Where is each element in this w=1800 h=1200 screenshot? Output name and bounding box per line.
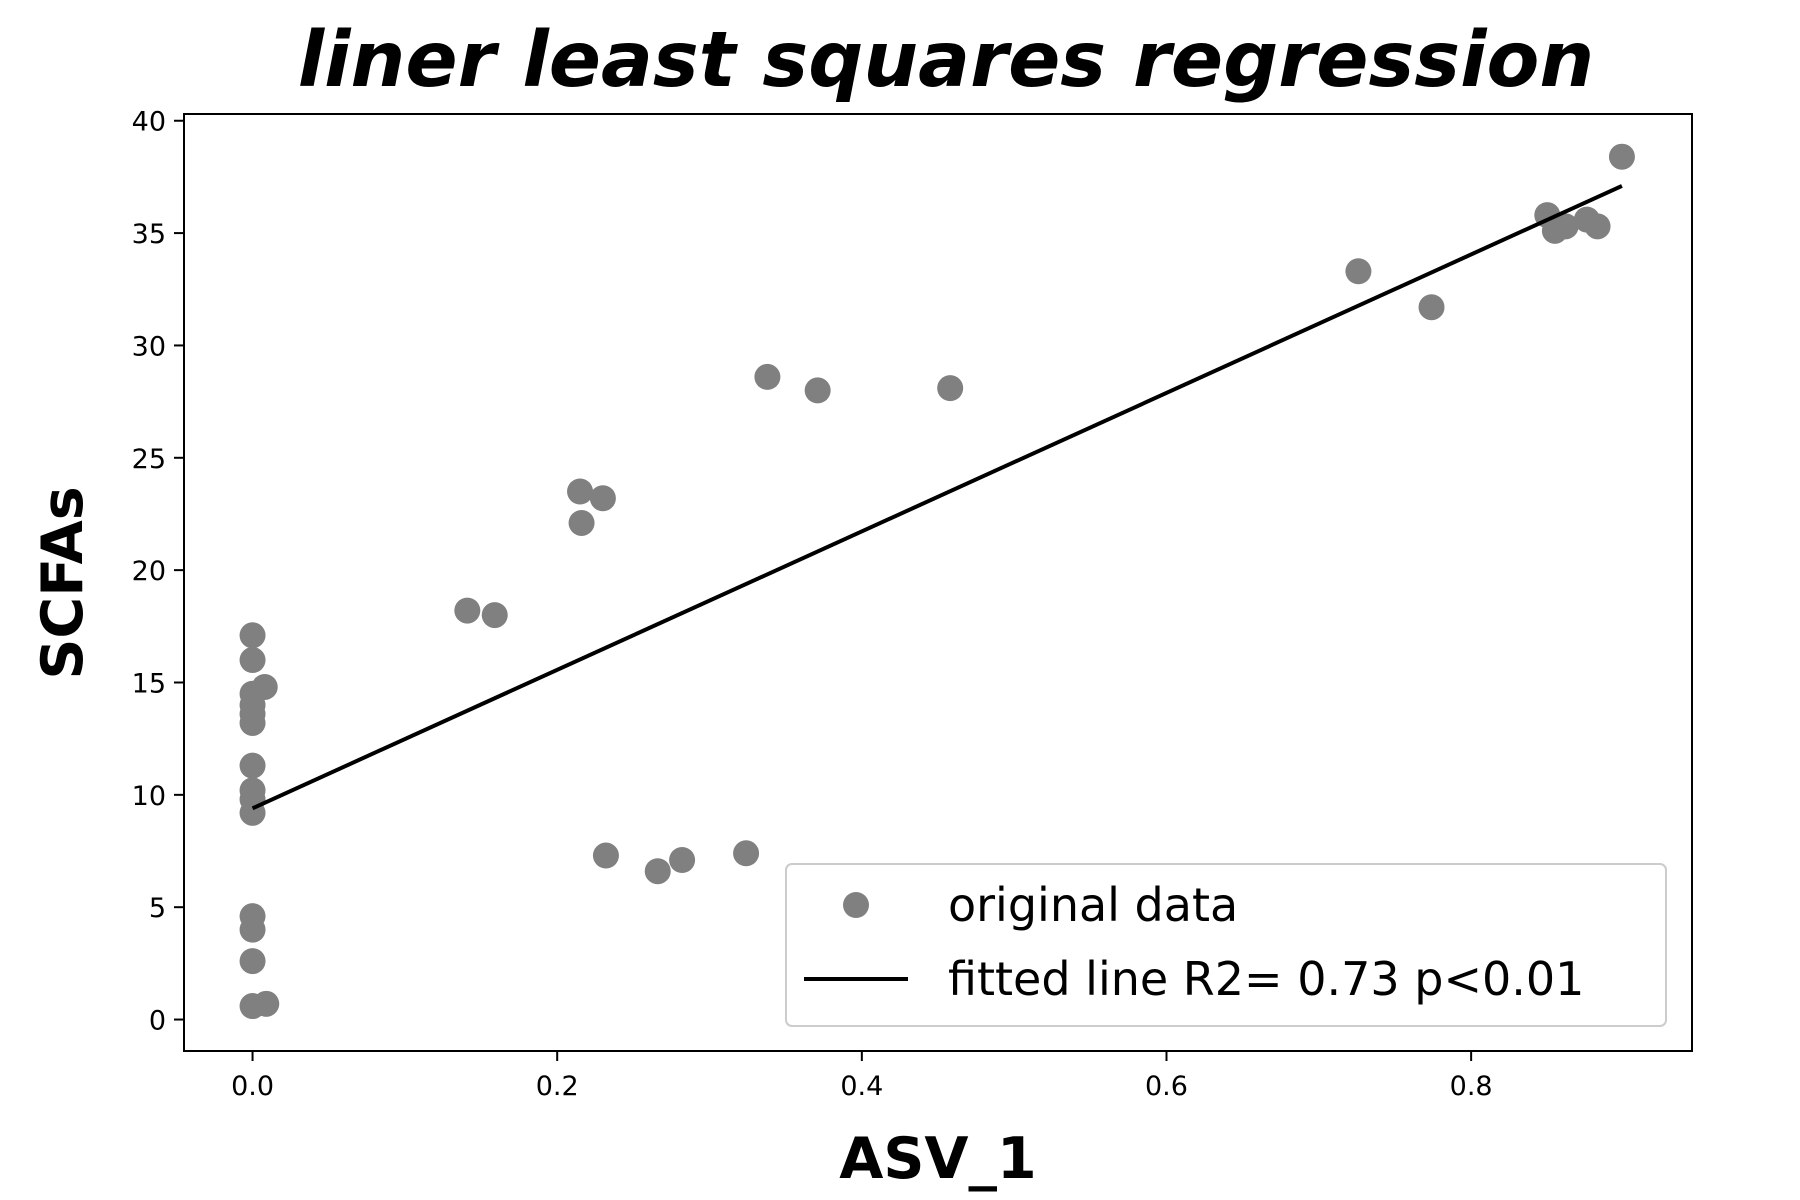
fitted-line-series bbox=[251, 184, 1623, 811]
data-point bbox=[239, 647, 266, 674]
legend: original data fitted line R2= 0.73 p<0.0… bbox=[785, 863, 1667, 1027]
y-tick-label: 0 bbox=[149, 1006, 166, 1037]
data-point bbox=[1552, 213, 1579, 240]
data-point bbox=[1345, 258, 1372, 285]
y-tick-label: 15 bbox=[132, 668, 166, 699]
x-axis-label: ASV_1 bbox=[839, 1126, 1036, 1192]
data-point bbox=[1418, 294, 1445, 321]
legend-label-original-data: original data bbox=[948, 878, 1238, 932]
data-point bbox=[937, 375, 964, 402]
y-tick-label: 35 bbox=[132, 219, 166, 250]
data-point bbox=[1584, 213, 1611, 240]
data-point bbox=[754, 363, 781, 390]
legend-marker-original-data bbox=[843, 892, 869, 918]
scatter-series bbox=[239, 143, 1635, 1020]
y-tick-label: 25 bbox=[132, 444, 166, 475]
x-tick-label: 0.0 bbox=[231, 1071, 274, 1102]
x-tick-label: 0.8 bbox=[1450, 1071, 1493, 1102]
data-point bbox=[669, 847, 696, 874]
data-point bbox=[454, 597, 481, 624]
x-axis: 0.0 0.2 0.4 0.6 0.8 bbox=[231, 1051, 1493, 1102]
x-tick-label: 0.4 bbox=[840, 1071, 883, 1102]
data-point bbox=[239, 916, 266, 943]
y-tick-label: 20 bbox=[132, 556, 166, 587]
data-point bbox=[239, 752, 266, 779]
data-point bbox=[239, 948, 266, 975]
y-tick-label: 5 bbox=[149, 893, 166, 924]
data-point bbox=[592, 842, 619, 869]
y-tick-label: 10 bbox=[132, 781, 166, 812]
data-point bbox=[239, 622, 266, 649]
data-point bbox=[251, 673, 278, 700]
plot-frame bbox=[183, 113, 1693, 1052]
y-tick-label: 40 bbox=[132, 107, 166, 138]
data-point bbox=[253, 990, 280, 1017]
data-point bbox=[239, 709, 266, 736]
data-point bbox=[589, 485, 616, 512]
y-axis: 0 5 10 15 20 25 30 35 40 bbox=[132, 107, 184, 1037]
data-point bbox=[567, 478, 594, 505]
plot-area: 0.0 0.2 0.4 0.6 0.8 0 5 10 15 20 25 30 35 40 bbox=[132, 107, 1693, 1102]
x-tick-label: 0.2 bbox=[536, 1071, 579, 1102]
data-point bbox=[481, 602, 508, 629]
y-tick-label: 30 bbox=[132, 331, 166, 362]
data-point bbox=[1608, 143, 1635, 170]
data-point bbox=[733, 840, 760, 867]
y-axis-label: SCFAs bbox=[30, 486, 96, 679]
data-point bbox=[644, 858, 671, 885]
data-point bbox=[568, 509, 595, 536]
fitted-line bbox=[251, 184, 1623, 811]
x-tick-label: 0.6 bbox=[1145, 1071, 1188, 1102]
data-point bbox=[804, 377, 831, 404]
legend-box bbox=[785, 863, 1667, 1027]
legend-label-fitted-line: fitted line R2= 0.73 p<0.01 bbox=[948, 952, 1584, 1006]
chart-title: liner least squares regression bbox=[298, 16, 1594, 105]
